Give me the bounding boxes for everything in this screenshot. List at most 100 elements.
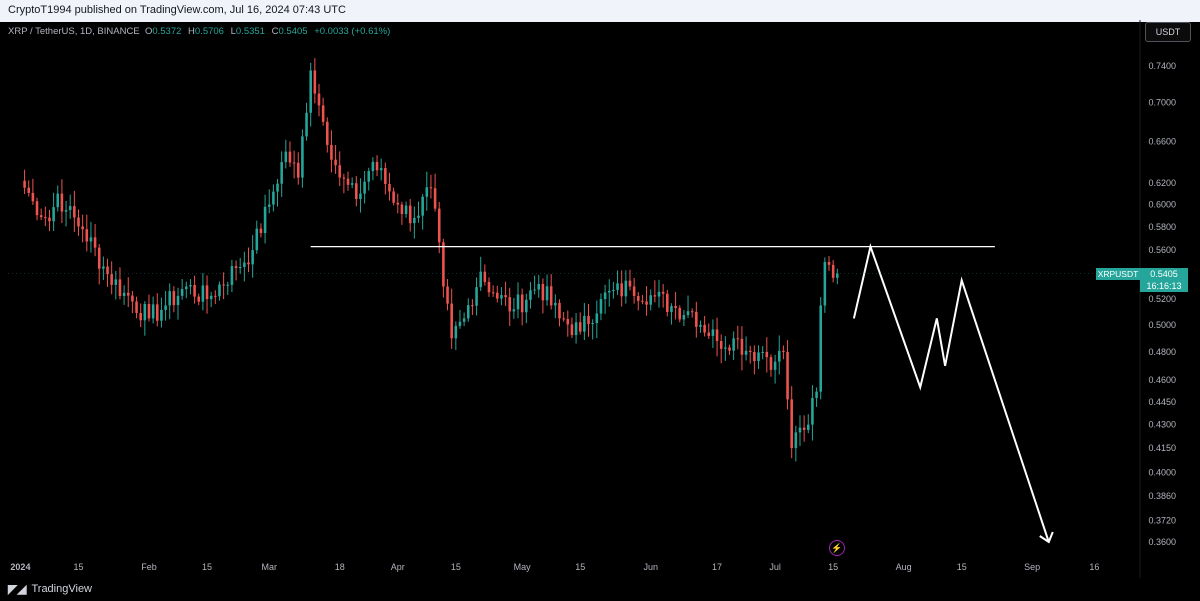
candle-body — [703, 324, 706, 333]
candle-body — [719, 341, 723, 349]
candle-body — [118, 279, 122, 297]
candle-body — [272, 191, 275, 205]
high-label: H — [188, 26, 195, 37]
candle-body — [367, 171, 371, 182]
candle-body — [533, 289, 536, 291]
candle-body — [160, 309, 163, 321]
candle-body — [305, 112, 308, 137]
candle-body — [255, 228, 259, 251]
candle-body — [591, 322, 594, 324]
y-tick-label: 0.5000 — [1148, 320, 1176, 330]
candle-body — [39, 215, 43, 218]
candle-body — [68, 206, 72, 211]
candle-body — [189, 285, 192, 287]
symbol-title[interactable]: XRP / TetherUS, 1D, BINANCE — [8, 26, 140, 37]
candle-body — [736, 338, 740, 340]
candle-body — [711, 329, 715, 336]
candle-body — [408, 205, 412, 224]
candle-body — [707, 332, 711, 336]
candle-body — [748, 350, 752, 352]
candle-body — [147, 303, 151, 319]
y-tick-label: 0.6200 — [1148, 178, 1176, 188]
candle-body — [802, 427, 806, 430]
candle-body — [578, 322, 582, 332]
candle-body — [753, 351, 756, 362]
candle-body — [678, 308, 682, 320]
candle-body — [765, 351, 769, 358]
open-value: 0.5372 — [152, 26, 182, 37]
candle-body — [155, 304, 159, 321]
candle-body — [392, 191, 395, 203]
candle-body — [558, 302, 561, 319]
candle-body — [500, 295, 503, 299]
candle-body — [645, 301, 648, 305]
candle-body — [342, 177, 346, 179]
candle-body — [583, 315, 586, 332]
candle-body — [52, 207, 55, 222]
candle-body — [790, 399, 793, 449]
candle-body — [421, 196, 424, 216]
candle-body — [744, 350, 748, 355]
candle-body — [131, 295, 134, 302]
candle-body — [819, 305, 823, 392]
x-tick-label: 16 — [1089, 562, 1099, 572]
candle-body — [280, 162, 283, 184]
candle-body — [466, 305, 470, 319]
candle-body — [483, 271, 487, 282]
candle-body — [777, 350, 781, 362]
candle-body — [657, 291, 661, 297]
candle-body — [761, 351, 764, 353]
candle-body — [666, 293, 669, 312]
candle-body — [234, 266, 238, 269]
x-tick-label: 15 — [957, 562, 967, 572]
candle-body — [786, 351, 789, 400]
candle-body — [471, 305, 474, 307]
candle-body — [379, 168, 383, 171]
candle-body — [525, 299, 528, 313]
candle-body — [267, 204, 271, 207]
candle-body — [238, 266, 242, 269]
candle-body — [263, 206, 267, 234]
x-tick-label: Feb — [141, 562, 157, 572]
change-value: +0.0033 (+0.61%) — [314, 26, 391, 37]
candle-body — [27, 187, 31, 193]
candle-body — [479, 271, 482, 288]
candle-body — [168, 291, 171, 306]
candle-body — [437, 208, 441, 243]
candle-body — [757, 352, 760, 362]
candle-body — [396, 202, 400, 205]
candle-body — [31, 192, 35, 202]
price-chart[interactable]: 0.7400 0.7000 0.6600 0.6200 0.6000 0.5800 0.56… — [0, 20, 1200, 578]
candle-body — [686, 311, 690, 316]
y-tick-label: 0.6600 — [1148, 137, 1176, 147]
candle-body — [338, 165, 342, 178]
candle-body — [64, 210, 68, 212]
candle-body — [44, 217, 47, 219]
candle-body — [827, 262, 831, 265]
y-tick-label: 0.4800 — [1148, 347, 1176, 357]
candle-body — [811, 398, 814, 425]
candle-body — [562, 318, 565, 320]
candle-body — [545, 286, 549, 301]
candle-body — [218, 284, 221, 297]
candle-body — [201, 285, 205, 302]
candle-body — [355, 183, 358, 200]
candle-body — [823, 262, 827, 306]
tradingview-brand[interactable]: ◤◢ TradingView — [8, 582, 92, 596]
candle-body — [425, 187, 429, 197]
lightning-icon[interactable]: ⚡ — [829, 540, 845, 556]
candle-body — [325, 121, 329, 145]
currency-button[interactable]: USDT — [1145, 22, 1191, 42]
y-tick-label: 0.4600 — [1148, 375, 1176, 385]
x-tick-label: Jul — [769, 562, 781, 572]
x-tick-label: Apr — [391, 562, 405, 572]
candle-body — [413, 217, 416, 224]
candle-body — [653, 295, 657, 297]
candle-body — [363, 181, 366, 194]
candle-body — [458, 321, 462, 326]
y-tick-label: 0.6000 — [1148, 200, 1176, 210]
x-tick-label: Aug — [896, 562, 912, 572]
candle-body — [496, 292, 499, 299]
candle-body — [632, 286, 636, 296]
candle-body — [284, 151, 288, 163]
